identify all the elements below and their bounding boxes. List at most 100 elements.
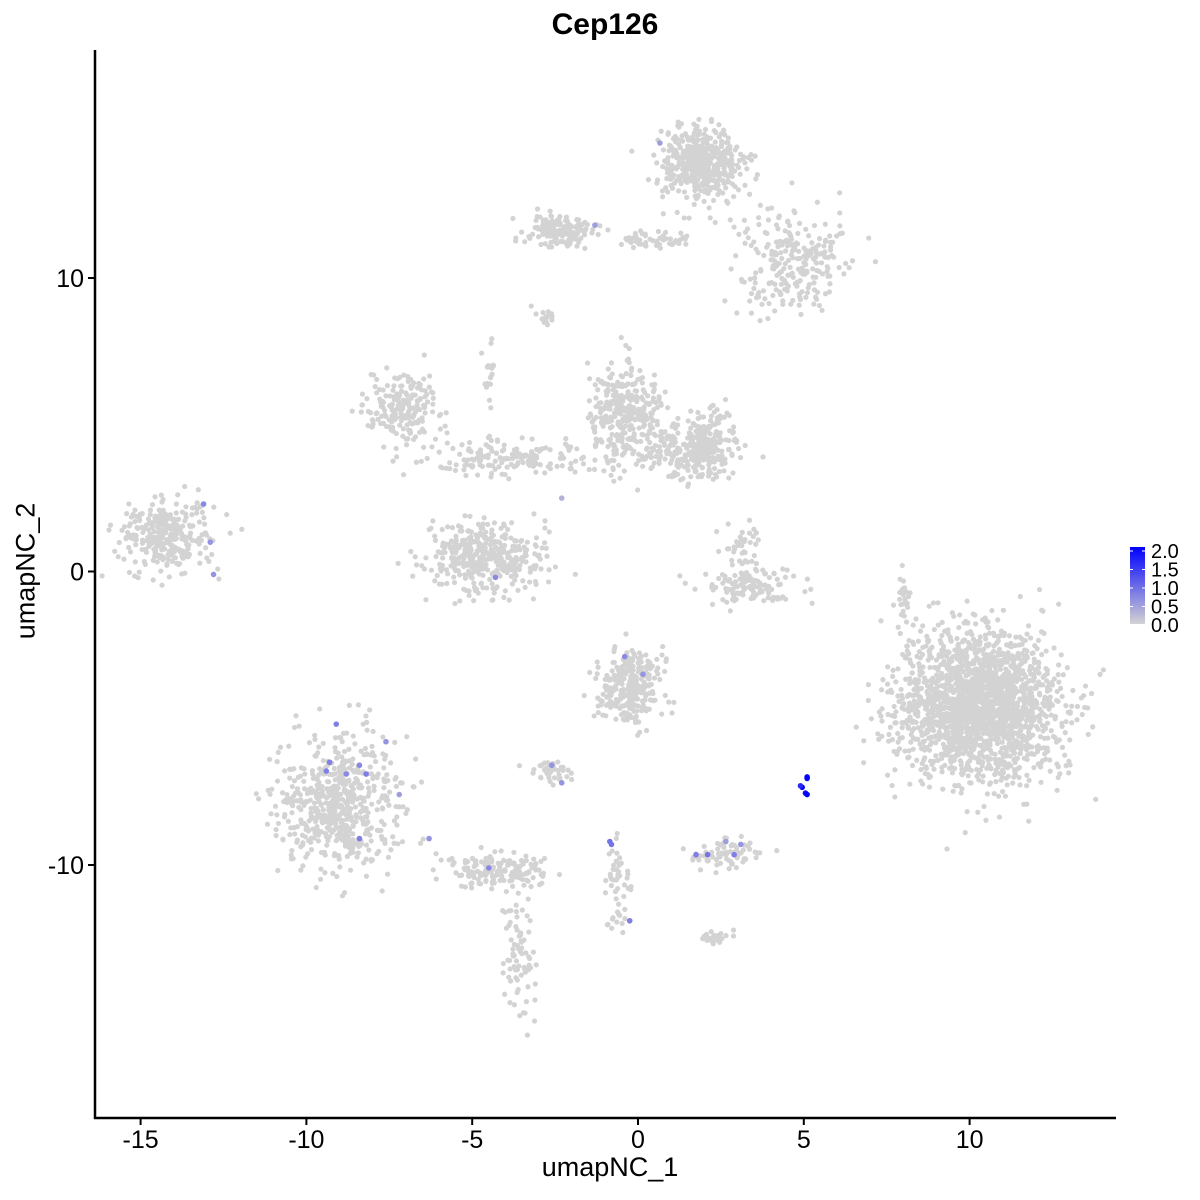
cell-point	[426, 526, 432, 533]
cell-point	[635, 487, 641, 493]
cell-point	[607, 436, 614, 442]
cell-point	[675, 430, 681, 436]
cell-point	[1059, 693, 1065, 700]
cell-point	[969, 676, 975, 682]
cell-point	[744, 166, 750, 172]
cell-point	[915, 638, 922, 644]
cell-point	[906, 637, 912, 644]
cell-point	[972, 612, 978, 618]
cell-point	[457, 528, 463, 534]
cell-point	[996, 793, 1002, 799]
cell-point	[649, 382, 655, 388]
cell-point	[626, 345, 632, 352]
cell-point	[885, 664, 891, 670]
cell-point	[437, 426, 443, 432]
cell-point	[594, 671, 600, 677]
cell-point	[983, 817, 989, 823]
cell-point	[713, 144, 719, 151]
cell-point	[901, 701, 907, 707]
cell-point	[610, 443, 617, 449]
cell-point	[429, 444, 435, 450]
cell-point	[649, 425, 656, 431]
cell-point	[944, 846, 950, 852]
cell-point	[915, 677, 922, 683]
cell-point	[593, 395, 599, 401]
cell-point	[509, 455, 516, 462]
cell-point	[784, 567, 790, 573]
cell-point	[541, 319, 547, 325]
cell-point	[747, 539, 753, 546]
cell-point	[628, 367, 635, 374]
cell-point	[395, 560, 401, 566]
cell-point	[747, 276, 753, 282]
cell-point	[513, 454, 520, 460]
cell-point	[892, 713, 898, 720]
cell-point	[662, 158, 668, 164]
cell-point	[593, 440, 599, 447]
cell-point	[408, 548, 414, 555]
cell-point	[986, 781, 993, 787]
cell-point	[782, 261, 788, 267]
cell-point	[808, 250, 814, 257]
cell-point	[779, 242, 785, 248]
cell-point	[908, 739, 914, 745]
cell-point	[674, 155, 680, 161]
cell-point	[1040, 674, 1046, 680]
cell-point	[416, 380, 422, 386]
cell-point	[428, 389, 435, 395]
cell-point	[677, 178, 683, 184]
cell-point	[1041, 696, 1048, 703]
cell-point	[475, 450, 481, 456]
cell-point	[436, 449, 442, 455]
cell-point	[680, 148, 687, 154]
cell-point	[380, 399, 387, 406]
cell-point	[629, 148, 635, 154]
cell-point	[1018, 727, 1024, 734]
cell-point	[482, 557, 489, 563]
cell-point	[630, 434, 637, 440]
cell-point	[667, 236, 674, 242]
cell-point	[584, 360, 591, 366]
cell-point	[156, 507, 162, 513]
cell-point	[973, 707, 979, 713]
cell-point	[910, 746, 916, 752]
cell-point	[645, 393, 651, 399]
cell-point	[827, 239, 833, 245]
cell-point	[392, 416, 398, 422]
cell-point	[665, 130, 671, 136]
cell-point	[711, 172, 717, 178]
cell-point	[139, 546, 145, 553]
cell-point	[684, 458, 690, 465]
cell-point	[1044, 688, 1050, 694]
cell-point	[958, 709, 964, 715]
cell-point	[1047, 768, 1053, 774]
cell-point	[1006, 761, 1012, 767]
cell-point	[748, 290, 755, 297]
cell-point	[154, 559, 160, 565]
cell-point	[695, 415, 701, 421]
cell-point	[700, 414, 707, 420]
cell-point	[803, 248, 809, 254]
cell-point	[391, 383, 397, 389]
cell-point	[477, 555, 483, 561]
cell-point	[935, 712, 941, 718]
cell-point	[727, 608, 733, 614]
cell-point	[430, 395, 436, 401]
cell-point	[909, 707, 915, 713]
cell-point	[194, 538, 200, 544]
cell-point	[512, 537, 518, 544]
cell-point	[576, 220, 582, 227]
cell-point	[695, 409, 701, 416]
cell-point	[898, 686, 904, 693]
cell-point	[1026, 743, 1032, 749]
cell-point	[463, 472, 469, 479]
cell-point	[403, 390, 409, 396]
cell-point	[610, 466, 616, 473]
cell-point	[674, 422, 680, 428]
cell-point	[716, 173, 722, 180]
cell-point	[1036, 718, 1043, 725]
cell-point	[738, 538, 745, 544]
cell-point	[124, 511, 130, 517]
cell-point	[904, 648, 910, 654]
cell-point	[428, 567, 435, 573]
